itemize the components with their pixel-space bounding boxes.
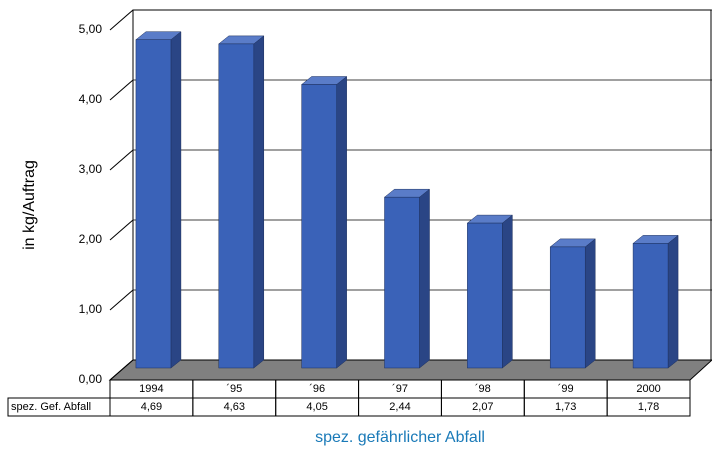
x-tick-label: ´97 [392,383,408,395]
bar [467,222,503,369]
tick-line [109,9,134,31]
bar-side [170,31,182,369]
bar-side [584,238,596,369]
x-tick-label: ´98 [475,383,491,395]
x-tick-label: 2000 [636,383,660,395]
value-label: 4,69 [141,401,162,413]
bar [632,243,669,369]
y-tick-label: 5,00 [79,22,103,36]
value-label: 4,63 [224,401,245,413]
value-label: 2,44 [389,401,410,413]
bar [301,84,337,369]
bar-side [502,214,513,369]
tick-line [109,359,134,381]
value-label: 2,07 [472,401,493,413]
x-axis-label: spez. gefährlicher Abfall [315,429,485,446]
x-tick-label: ´96 [309,383,325,395]
bar-side [253,35,265,369]
bar [218,43,255,369]
value-label: 1,78 [638,401,659,413]
legend-label: spez. Gef. Abfall [11,401,91,413]
tick-line [109,219,134,241]
y-tick-label: 0,00 [79,372,103,386]
bar-side [419,188,430,369]
bar [384,196,420,369]
tick-line [109,289,134,311]
bar [549,246,586,369]
y-tick-label: 1,00 [79,302,103,316]
tick-line [109,149,134,171]
y-tick-label: 2,00 [79,232,103,246]
y-tick-label: 4,00 [79,92,103,106]
bar-side [336,75,347,369]
x-tick-label: 1994 [139,383,163,395]
value-label: 4,05 [306,401,327,413]
table-cell [606,397,691,417]
bar [135,39,172,369]
bar-side [667,234,679,369]
tick-line [109,79,134,101]
x-tick-label: ´99 [558,383,574,395]
y-tick-label: 3,00 [79,162,103,176]
value-label: 1,73 [555,401,576,413]
y-axis-label: in kg/Auftrag [21,160,38,250]
x-tick-label: ´95 [226,383,242,395]
